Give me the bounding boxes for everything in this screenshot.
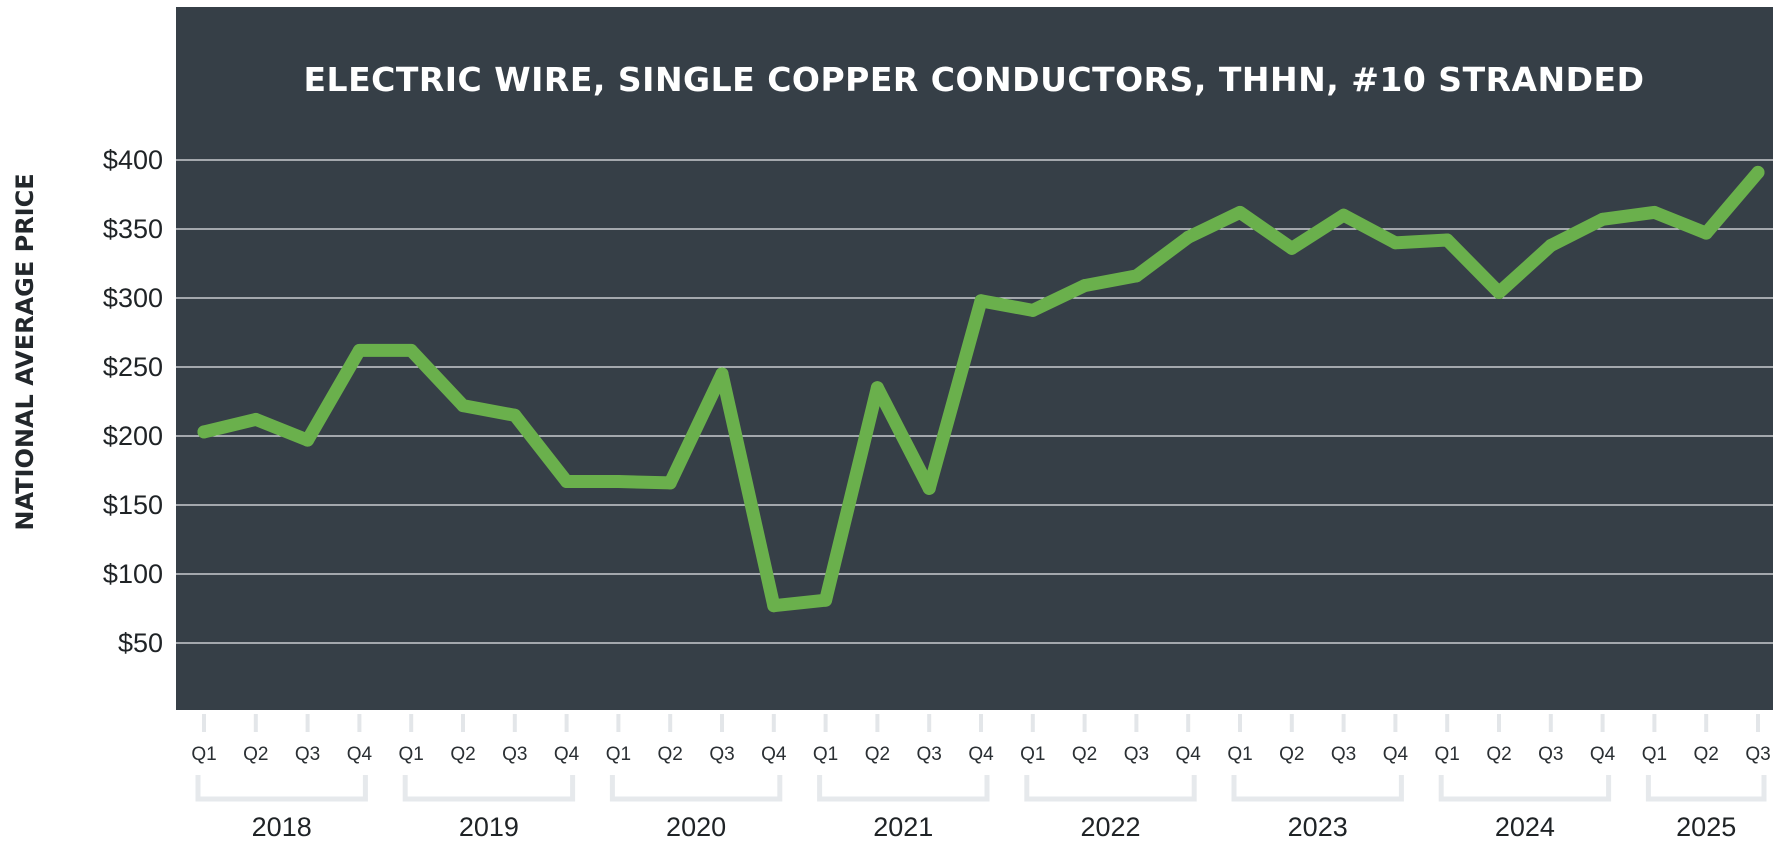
data-point <box>197 425 211 439</box>
quarter-tick-label: Q1 <box>813 744 838 765</box>
y-tick-label-150: $150 <box>103 490 163 520</box>
data-point <box>352 343 366 357</box>
quarter-tick-label: Q3 <box>1331 744 1356 765</box>
year-label-2020: 2020 <box>666 812 726 842</box>
y-tick-label-100: $100 <box>103 559 163 589</box>
quarter-tick-label: Q2 <box>450 744 475 765</box>
data-point <box>922 481 936 495</box>
data-point <box>870 381 884 395</box>
data-point <box>1440 233 1454 247</box>
quarter-tick-label: Q4 <box>347 744 373 765</box>
data-point <box>1078 279 1092 293</box>
quarter-tick-label: Q1 <box>399 744 424 765</box>
quarter-tick-label: Q3 <box>1745 744 1770 765</box>
data-point <box>767 599 781 613</box>
gridlines <box>176 159 1773 644</box>
year-bracket-2022 <box>1024 775 1197 802</box>
year-label-2024: 2024 <box>1495 812 1555 842</box>
year-bracket-2024 <box>1438 775 1612 802</box>
data-point <box>1388 236 1402 250</box>
data-point <box>1596 212 1610 226</box>
data-point <box>508 408 522 422</box>
data-point <box>1544 239 1558 253</box>
quarter-tick-label: Q2 <box>1694 744 1719 765</box>
year-label-2023: 2023 <box>1288 812 1348 842</box>
year-bracket-2023 <box>1231 775 1404 802</box>
quarter-tick-label: Q4 <box>761 744 787 765</box>
data-point <box>1233 205 1247 219</box>
y-tick-label-200: $200 <box>103 421 163 451</box>
data-point <box>663 476 677 490</box>
data-point <box>1337 208 1351 222</box>
series-line <box>197 165 1765 613</box>
year-brackets <box>195 775 1767 802</box>
quarter-tick-label: Q4 <box>554 744 580 765</box>
quarter-tick-label: Q3 <box>502 744 527 765</box>
year-bracket-2018 <box>195 775 368 802</box>
data-point <box>1751 165 1765 179</box>
data-point <box>974 294 988 308</box>
data-point <box>301 433 315 447</box>
quarter-tick-label: Q4 <box>1176 744 1202 765</box>
quarter-tick-label: Q1 <box>1020 744 1045 765</box>
quarter-tick-label: Q1 <box>1642 744 1667 765</box>
year-bracket-2021 <box>817 775 990 802</box>
y-tick-label-350: $350 <box>103 214 163 244</box>
quarter-tick-label: Q3 <box>1538 744 1563 765</box>
quarter-tick-label: Q4 <box>1590 744 1616 765</box>
y-tick-label-50: $50 <box>118 628 163 658</box>
data-point <box>249 412 263 426</box>
quarter-tick-label: Q3 <box>917 744 942 765</box>
data-point <box>560 475 574 489</box>
data-point <box>1026 303 1040 317</box>
y-axis-label: NATIONAL AVERAGE PRICE <box>11 173 39 530</box>
year-bracket-2025 <box>1645 775 1767 802</box>
data-point <box>1647 205 1661 219</box>
data-point <box>1492 285 1506 299</box>
quarter-tick-labels: Q1 Q2 Q3 Q4 Q1 Q2 Q3 Q4 Q1 Q2 Q3 Q4 Q1 Q2 Q3 Q4 Q1 Q2 Q3 Q4… <box>191 744 1770 765</box>
data-point <box>819 593 833 607</box>
year-label-2025: 2025 <box>1676 812 1736 842</box>
quarter-tick-label: Q2 <box>865 744 890 765</box>
data-point <box>1285 241 1299 255</box>
quarter-tick-marks <box>202 714 1760 732</box>
data-point <box>404 343 418 357</box>
year-label-2021: 2021 <box>873 812 933 842</box>
data-point <box>611 475 625 489</box>
quarter-tick-label: Q1 <box>1435 744 1460 765</box>
data-point <box>1181 230 1195 244</box>
quarter-tick-label: Q2 <box>1072 744 1097 765</box>
quarter-tick-label: Q2 <box>1486 744 1511 765</box>
quarter-tick-label: Q1 <box>191 744 216 765</box>
y-tick-label-300: $300 <box>103 283 163 313</box>
data-point <box>1129 269 1143 283</box>
quarter-tick-label: Q4 <box>1383 744 1409 765</box>
data-point <box>456 399 470 413</box>
data-point <box>715 367 729 381</box>
y-tick-label-250: $250 <box>103 352 163 382</box>
quarter-tick-label: Q4 <box>968 744 994 765</box>
chart-title: ELECTRIC WIRE, SINGLE COPPER CONDUCTORS,… <box>304 60 1645 99</box>
quarter-tick-label: Q2 <box>243 744 268 765</box>
year-label-2022: 2022 <box>1080 812 1140 842</box>
year-label-2018: 2018 <box>252 812 312 842</box>
year-label-2019: 2019 <box>459 812 519 842</box>
plot-background <box>176 7 1773 710</box>
quarter-tick-label: Q3 <box>295 744 320 765</box>
year-labels: 2018 2019 2020 2021 2022 2023 2024 2025 <box>252 812 1737 842</box>
quarter-tick-label: Q2 <box>1279 744 1304 765</box>
quarter-tick-label: Q1 <box>606 744 631 765</box>
quarter-tick-label: Q3 <box>709 744 734 765</box>
quarter-tick-label: Q2 <box>658 744 683 765</box>
y-axis-ticks: $400 $350 $300 $250 $200 $150 $100 $50 <box>103 145 163 658</box>
year-bracket-2020 <box>609 775 783 802</box>
data-point <box>1699 226 1713 240</box>
quarter-tick-label: Q3 <box>1124 744 1149 765</box>
quarter-tick-label: Q1 <box>1227 744 1252 765</box>
y-tick-label-400: $400 <box>103 145 163 175</box>
year-bracket-2019 <box>402 775 576 802</box>
